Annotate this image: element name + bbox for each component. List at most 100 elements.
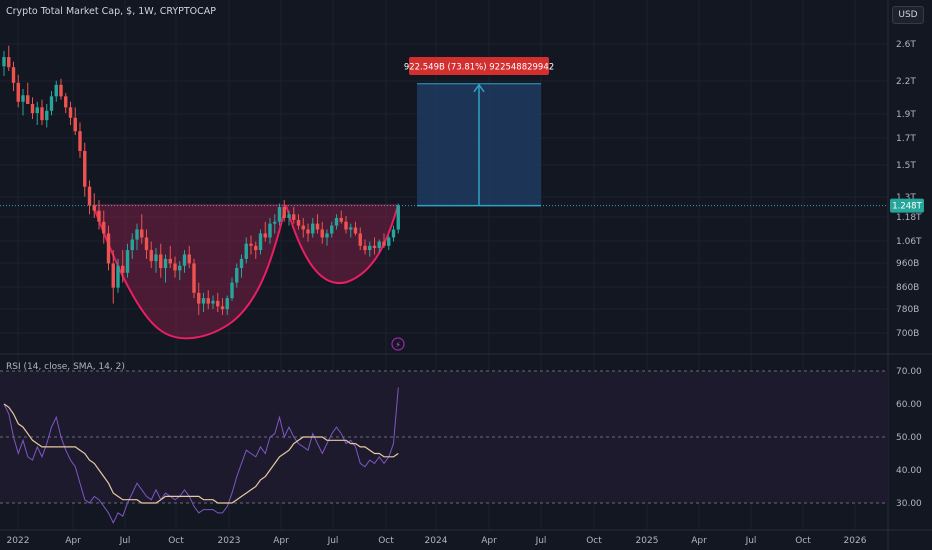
- time-tick-label: Jul: [119, 536, 131, 546]
- price-tick-label: 960B: [896, 259, 919, 269]
- price-tick-label: 2.2T: [896, 77, 916, 87]
- current-price-tag: 1.248T: [890, 198, 924, 213]
- candle-body: [159, 254, 163, 269]
- candle-body: [149, 250, 153, 262]
- candle-body: [363, 245, 367, 251]
- candle-body: [235, 268, 239, 283]
- candle-body: [396, 205, 400, 230]
- time-tick-label: 2025: [636, 536, 659, 546]
- candle-body: [125, 250, 130, 273]
- candle-body: [225, 298, 229, 310]
- candle-body: [268, 223, 272, 238]
- candle-body: [78, 131, 82, 151]
- time-tick-label: 2026: [844, 536, 867, 546]
- candle-body: [192, 263, 196, 293]
- candle-body: [258, 233, 263, 251]
- candle-body: [330, 225, 334, 234]
- candle-body: [102, 221, 106, 234]
- rsi-tick-label: 50.00: [896, 433, 922, 443]
- rsi-tick-label: 40.00: [896, 466, 922, 476]
- candle-body: [211, 300, 215, 304]
- candle-body: [320, 229, 324, 238]
- candle-body: [11, 67, 16, 83]
- candle-body: [135, 229, 139, 240]
- handle-fill: [286, 205, 398, 284]
- candle-body: [197, 292, 201, 304]
- candle-body: [206, 298, 210, 304]
- price-target-box[interactable]: 922.549B (73.81%) 922548829942 ⚡: [391, 57, 554, 351]
- candle-body: [144, 237, 149, 251]
- candle-body: [97, 210, 101, 222]
- candle-body: [16, 82, 20, 102]
- rsi-line: [3, 387, 399, 524]
- candle-body: [287, 214, 291, 218]
- candle-body: [372, 245, 377, 248]
- time-tick-label: 2024: [425, 536, 448, 546]
- candle-body: [292, 214, 296, 220]
- time-tick-label: Jul: [327, 536, 339, 546]
- candle-body: [201, 298, 206, 304]
- rsi-tick-label: 60.00: [896, 400, 922, 410]
- candle-body: [263, 233, 267, 238]
- target-arrow-head: [473, 83, 485, 93]
- candle-body: [68, 107, 73, 118]
- candle-body: [244, 243, 248, 259]
- candle-body: [311, 223, 315, 234]
- price-tick-label: 1.5T: [896, 161, 916, 171]
- handle-curve: [285, 204, 399, 285]
- rsi-tick-label: 30.00: [896, 499, 922, 509]
- candle-body: [121, 265, 125, 273]
- price-tick-label: 780B: [896, 305, 919, 315]
- candle-body: [368, 245, 372, 251]
- currency-button[interactable]: USD: [892, 6, 924, 24]
- candle-body: [387, 237, 391, 246]
- candles: [0, 45, 888, 315]
- candle-body: [173, 263, 177, 271]
- lightning-icon: ⚡: [395, 341, 401, 350]
- event-badge-circle: [391, 337, 405, 351]
- current-price-tag-bg: [890, 198, 924, 213]
- candle-body: [382, 241, 386, 246]
- candle-body: [73, 117, 77, 132]
- rsi-label: RSI (14, close, SMA, 14, 2): [6, 362, 125, 372]
- candle-body: [306, 229, 310, 234]
- price-tick-label: 1.3T: [896, 193, 916, 203]
- candle-body: [296, 219, 301, 226]
- time-tick-label: Oct: [378, 536, 394, 546]
- candle-body: [35, 107, 39, 114]
- candle-body: [83, 150, 87, 187]
- time-tick-label: Apr: [273, 536, 289, 546]
- candle-body: [140, 229, 144, 238]
- candle-body: [40, 107, 44, 121]
- measure-label-bg: [409, 57, 549, 75]
- candle-body: [249, 243, 253, 246]
- candle-body: [377, 241, 381, 248]
- measure-label: 922.549B (73.81%) 922548829942: [404, 57, 554, 75]
- price-tick-label: 700B: [896, 329, 919, 339]
- time-tick-label: Jul: [535, 536, 547, 546]
- cup-curve: [92, 204, 287, 340]
- candle-body: [315, 223, 320, 230]
- candle-body: [178, 265, 182, 271]
- candle-body: [2, 57, 6, 67]
- candle-body: [334, 217, 339, 226]
- candle-body: [54, 84, 58, 97]
- time-tick-label: 2023: [218, 536, 241, 546]
- candle-body: [21, 95, 25, 102]
- candle-body: [230, 282, 234, 299]
- candle-body: [30, 103, 35, 114]
- candle-body: [282, 207, 286, 218]
- candle-body: [349, 227, 353, 230]
- candle-body: [358, 233, 362, 246]
- candle-body: [49, 96, 54, 111]
- price-tick-label: 1.9T: [896, 110, 916, 120]
- rsi-ma-line: [3, 403, 399, 504]
- candle-body: [391, 229, 396, 238]
- candle-body: [216, 300, 220, 307]
- price-tick-label: 2.6T: [896, 40, 916, 50]
- candle-body: [301, 225, 305, 230]
- candle-body: [111, 263, 115, 288]
- candle-body: [87, 186, 92, 206]
- candle-body: [239, 258, 244, 269]
